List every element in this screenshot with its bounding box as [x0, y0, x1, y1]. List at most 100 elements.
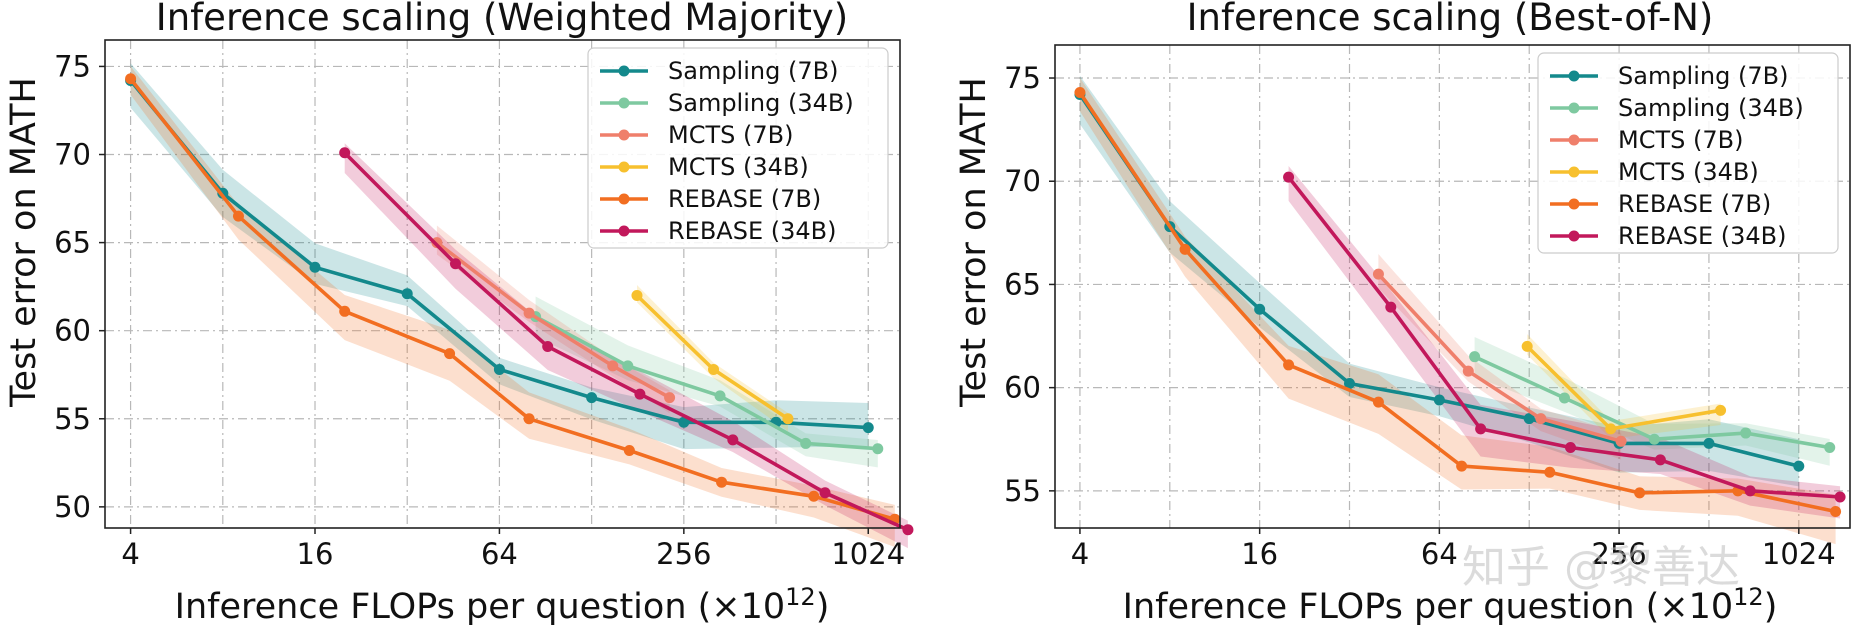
legend-entry: Sampling (7B)	[600, 57, 838, 85]
data-point	[232, 210, 244, 222]
data-point	[1615, 435, 1627, 447]
data-point	[1605, 423, 1617, 435]
x-tick-label: 1024	[831, 537, 905, 571]
legend-marker	[1568, 198, 1580, 210]
data-point	[1634, 487, 1646, 499]
legend-label: MCTS (34B)	[668, 153, 809, 181]
series-line	[435, 241, 671, 400]
data-point	[523, 413, 535, 425]
chart-title: Inference scaling (Best-of-N)	[1187, 0, 1714, 39]
data-point	[1824, 442, 1836, 453]
data-point	[714, 390, 726, 402]
y-tick-label: 65	[1004, 267, 1041, 301]
legend-marker	[618, 129, 630, 141]
plot-frame	[104, 39, 901, 529]
confidence-band	[1527, 334, 1721, 439]
data-point	[634, 388, 646, 400]
data-point	[819, 487, 831, 499]
data-point	[1558, 392, 1570, 404]
legend-entry: Sampling (7B)	[1550, 62, 1788, 90]
x-tick-label: 1024	[1762, 537, 1836, 571]
series-line	[1377, 272, 1622, 444]
y-tick-label: 60	[54, 314, 91, 348]
x-axis-label: Inference FLOPs per question (×1012)	[175, 583, 830, 627]
legend-label: Sampling (34B)	[668, 89, 854, 117]
data-point	[1703, 437, 1715, 449]
y-tick-label: 70	[54, 138, 91, 172]
legend-entry: REBASE (7B)	[1550, 190, 1771, 218]
x-tick-label: 256	[656, 537, 711, 571]
y-tick-label: 65	[54, 226, 91, 260]
data-point	[664, 392, 676, 404]
y-tick-label: 75	[54, 49, 91, 83]
data-point	[449, 258, 461, 270]
legend-label: REBASE (7B)	[668, 185, 821, 213]
data-point	[727, 434, 739, 446]
legend-label: Sampling (34B)	[1618, 94, 1804, 122]
x-tick-label: 256	[1591, 537, 1646, 571]
legend-marker	[618, 193, 630, 205]
data-point	[339, 305, 351, 317]
data-point	[1523, 413, 1535, 425]
legend-label: REBASE (34B)	[1618, 222, 1786, 250]
legend-marker	[1568, 134, 1580, 146]
watermark: 知乎 @黎善达	[1462, 542, 1740, 593]
legend-entry: Sampling (34B)	[600, 89, 854, 117]
legend-entry: REBASE (7B)	[600, 185, 821, 213]
x-tick-label: 64	[1421, 537, 1458, 571]
data-point	[1648, 433, 1660, 445]
y-axis-label: Test error on MATH	[4, 77, 44, 408]
y-axis-label: Test error on MATH	[954, 77, 994, 408]
data-point	[1283, 171, 1295, 183]
data-point	[1475, 423, 1487, 435]
data-point	[1254, 303, 1266, 315]
legend-marker	[1568, 70, 1580, 82]
data-point	[1074, 86, 1086, 98]
legend-entry: MCTS (34B)	[1550, 158, 1759, 186]
data-point	[623, 444, 635, 456]
plot-frame	[1054, 44, 1851, 529]
y-tick-label: 55	[1004, 474, 1041, 508]
legend-entry: MCTS (7B)	[1550, 126, 1743, 154]
legend-entry: MCTS (7B)	[600, 121, 793, 149]
data-point	[1740, 427, 1752, 439]
data-point	[678, 416, 690, 428]
data-point	[800, 437, 812, 449]
legend-entry: MCTS (34B)	[600, 153, 809, 181]
data-point	[808, 490, 820, 502]
x-tick-label: 4	[121, 537, 139, 571]
x-tick-label: 4	[1071, 537, 1089, 571]
legend-label: MCTS (7B)	[668, 121, 793, 149]
legend-label: REBASE (34B)	[668, 217, 836, 245]
chart-title: Inference scaling (Weighted Majority)	[156, 0, 848, 39]
legend-label: MCTS (7B)	[1618, 126, 1743, 154]
data-point	[1179, 243, 1191, 255]
data-point	[1372, 396, 1384, 408]
tick-labels: 4 16 64 256 1024 55 60 65 70 75	[1004, 61, 1836, 571]
data-point	[716, 476, 728, 488]
data-point	[125, 73, 137, 85]
data-point	[1469, 351, 1481, 363]
y-tick-label: 55	[54, 402, 91, 436]
data-point	[862, 422, 874, 434]
legend-marker	[618, 65, 630, 77]
legend-marker	[618, 225, 630, 237]
data-point	[1385, 301, 1397, 313]
legend: Sampling (7B) Sampling (34B) MCTS (7B) MCTS…	[587, 47, 889, 249]
data-point	[586, 392, 598, 404]
data-point	[1462, 365, 1474, 377]
y-tick-label: 70	[1004, 164, 1041, 198]
y-tick-label: 50	[54, 490, 91, 524]
data-point	[444, 348, 456, 360]
data-point	[1565, 442, 1577, 453]
x-tick-label: 16	[297, 537, 334, 571]
legend-label: REBASE (7B)	[1618, 190, 1771, 218]
data-point	[1654, 454, 1666, 466]
legend-label: MCTS (34B)	[1618, 158, 1759, 186]
legend-marker	[618, 97, 630, 109]
data-point	[1830, 505, 1842, 517]
legend-entry: Sampling (34B)	[1550, 94, 1804, 122]
data-point	[1521, 340, 1533, 352]
data-point	[622, 360, 634, 372]
